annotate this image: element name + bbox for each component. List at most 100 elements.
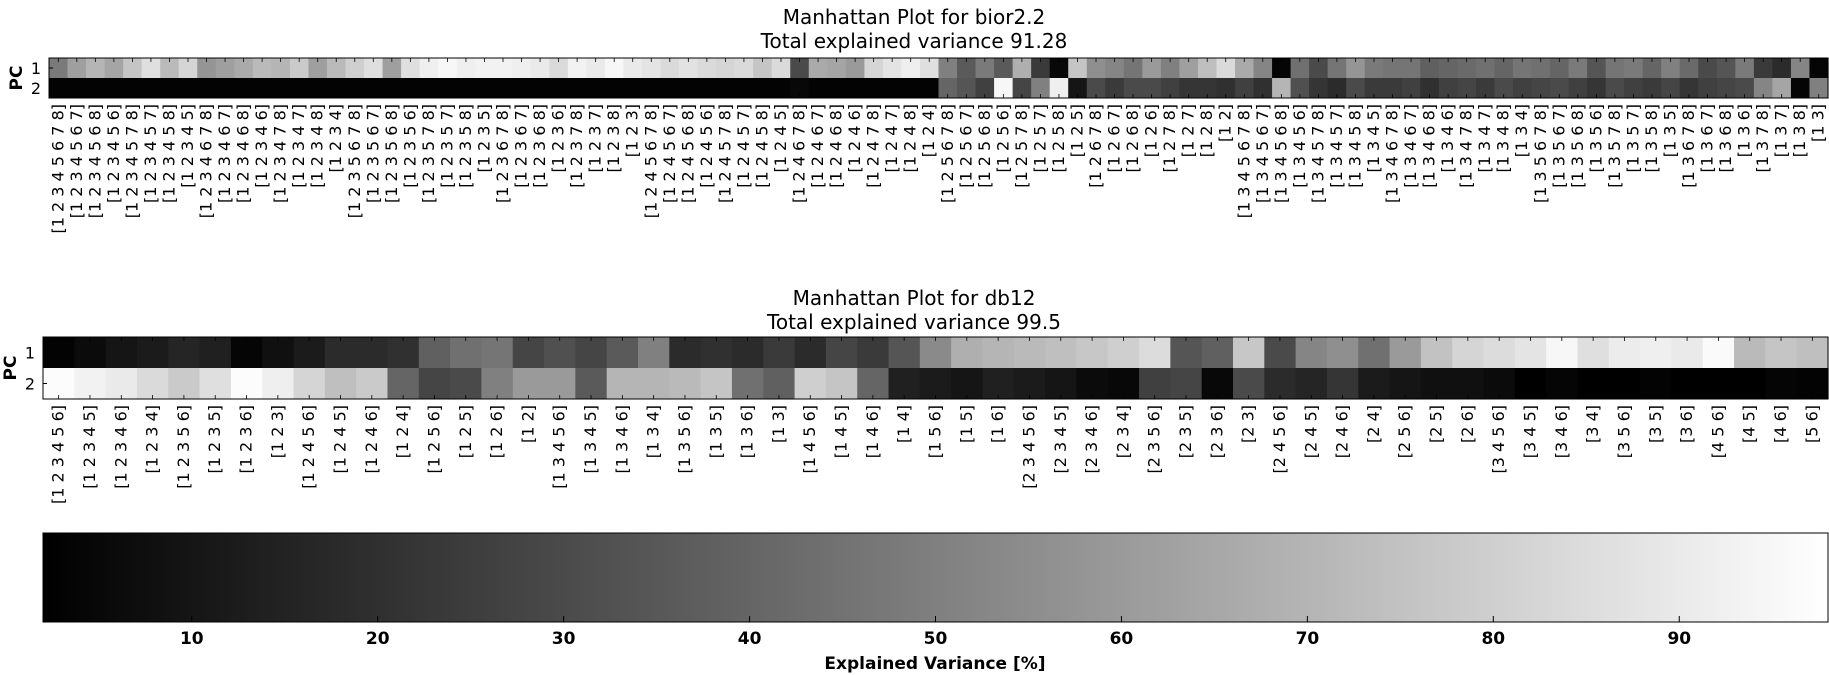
heatmap-cell — [326, 58, 347, 79]
heatmap-cell — [1290, 78, 1310, 99]
heatmap-cell — [230, 337, 263, 369]
x-tick-label: [1 2 3 4 5 6 7 8] — [48, 104, 67, 234]
x-tick-label: [1 2 6] — [1142, 104, 1161, 157]
x-tick-label: [2 3] — [1239, 405, 1258, 443]
heatmap-cell — [567, 78, 588, 99]
x-tick-label: [1 2 3 5] — [205, 405, 224, 473]
x-tick-label: [1 2 4 5 7] — [734, 104, 753, 188]
heatmap-cell — [1197, 78, 1218, 99]
heatmap-cell — [67, 78, 87, 99]
heatmap-cell — [1216, 78, 1236, 99]
x-tick-label: [2 3 5] — [1176, 405, 1195, 458]
x-tick-label: [2 4 5] — [1301, 405, 1320, 458]
x-tick-label: [4 5] — [1740, 405, 1759, 443]
colorbar-gradient — [42, 532, 1829, 623]
x-tick-label: [1 2 3 7] — [586, 104, 605, 172]
x-tick-label: [3 5 6] — [1614, 405, 1633, 458]
heatmap-cell — [638, 337, 670, 369]
heatmap-cell — [104, 78, 124, 99]
heatmap-cell — [418, 368, 451, 400]
heatmap-cell — [827, 78, 847, 99]
heatmap-cell — [1679, 78, 1699, 99]
heatmap-cell — [289, 78, 310, 99]
heatmap-cell — [808, 78, 828, 99]
x-tick-label: [1 3 7] — [1772, 104, 1791, 157]
heatmap-cell — [1309, 58, 1329, 79]
x-tick-label: [1 3 7 8] — [1753, 104, 1772, 172]
heatmap-cell — [1735, 78, 1755, 99]
heatmap-cell — [215, 58, 235, 79]
heatmap-cell — [1170, 337, 1203, 369]
colorbar-tick-label: 80 — [1481, 629, 1505, 649]
x-tick-label: [1 2 4 7 8] — [864, 104, 883, 188]
heatmap-cell — [1438, 58, 1458, 79]
x-tick-label: [1 2 4 5 6 7 8] — [641, 104, 660, 218]
heatmap-cell — [864, 58, 884, 79]
heatmap-cell — [1698, 78, 1718, 99]
x-tick-label: [3 4 5 6] — [1489, 405, 1508, 473]
x-tick-label: [1 2 3 4 5] — [178, 104, 197, 188]
heatmap-cell — [1546, 337, 1579, 369]
x-tick-label: [1 2 3 6] — [549, 104, 568, 172]
heatmap-cell — [512, 368, 545, 400]
heatmap-cell — [1772, 58, 1792, 79]
heatmap-cell — [882, 78, 903, 99]
heatmap-cell — [575, 368, 608, 400]
heatmap-cell — [1160, 78, 1181, 99]
heatmap-cell — [679, 58, 699, 79]
heatmap-cell — [1457, 58, 1477, 79]
heatmap-cell — [1438, 78, 1458, 99]
colorbar-tick-label: 50 — [924, 629, 948, 649]
x-tick-label: [1 2 3 5 6 7 8] — [345, 104, 364, 218]
x-tick-label: [1 2 3 6] — [237, 405, 256, 473]
x-tick-label: [1 2 4 5 8] — [752, 104, 771, 188]
heatmap-cell — [418, 337, 451, 369]
heatmap-cell — [387, 368, 420, 400]
heatmap-cell — [105, 337, 138, 369]
x-tick-label: [1 2 4 5] — [771, 104, 790, 172]
x-tick-label: [2 5] — [1427, 405, 1446, 443]
x-tick-label: [1 2 4 5] — [331, 405, 350, 473]
heatmap-cell — [168, 337, 201, 369]
heatmap-cell — [197, 58, 217, 79]
heatmap-cell — [882, 58, 903, 79]
x-tick-label: [1 3 4 5 7 8] — [1308, 104, 1327, 203]
x-tick-label: [1 2 5 8] — [1049, 104, 1068, 172]
heatmap-cell — [382, 58, 402, 79]
heatmap-cell — [1568, 58, 1588, 79]
heatmap-cell — [1123, 58, 1143, 79]
top-chart-title: Manhattan Plot for bior2.2 — [783, 5, 1046, 29]
heatmap-cell — [1233, 337, 1265, 369]
heatmap-cell — [1139, 337, 1171, 369]
heatmap-cell — [136, 337, 169, 369]
heatmap-cell — [438, 78, 458, 99]
heatmap-cell — [697, 58, 717, 79]
heatmap-cell — [938, 78, 958, 99]
heatmap-cell — [957, 78, 977, 99]
heatmap-cell — [141, 58, 161, 79]
colorbar: 10 20 30 40 50 60 70 80 90 Explained Variance [%… — [42, 532, 1829, 674]
x-tick-label: [1 2 7] — [1179, 104, 1198, 157]
heatmap-cell — [1608, 368, 1641, 400]
x-tick-label: [3 5] — [1646, 405, 1665, 443]
heatmap-cell — [794, 368, 827, 400]
colorbar-tick-label: 30 — [552, 629, 576, 649]
x-tick-label: [1 2] — [518, 405, 537, 443]
heatmap-cell — [951, 368, 984, 400]
x-tick-label: [1 3 4 5] — [581, 405, 600, 473]
top-plot-frame — [48, 57, 1829, 99]
heatmap-cell — [845, 58, 865, 79]
heatmap-cell — [919, 368, 952, 400]
heatmap-cell — [1796, 368, 1829, 400]
x-tick-label: [1 3 5 7 8] — [1605, 104, 1624, 188]
heatmap-cell — [790, 78, 810, 99]
x-tick-label: [1 2 5 7] — [1030, 104, 1049, 172]
heatmap-cell — [530, 78, 550, 99]
x-tick-label: [1 3 4 7 8] — [1457, 104, 1476, 188]
x-tick-label: [4 5 6] — [1708, 405, 1727, 458]
heatmap-cell — [1142, 78, 1162, 99]
x-tick-label: [5 6] — [1802, 405, 1821, 443]
heatmap-cell — [419, 78, 439, 99]
x-tick-label: [1 2 4 6 7] — [808, 104, 827, 188]
heatmap-cell — [1105, 58, 1125, 79]
